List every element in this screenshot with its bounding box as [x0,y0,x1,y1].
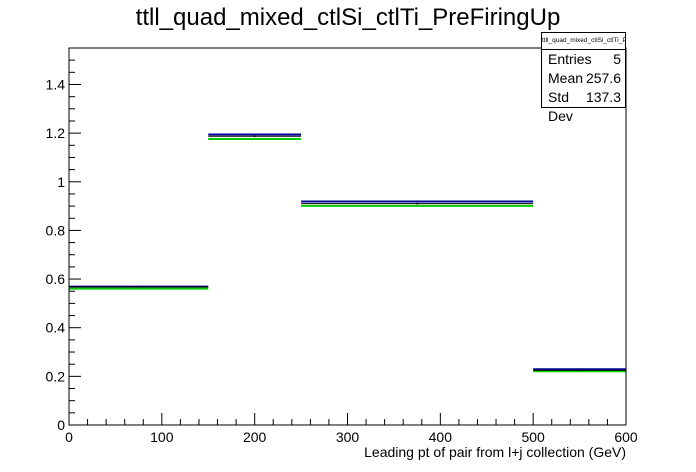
stats-label-mean: Mean [548,70,584,86]
x-tick-label: 300 [336,429,360,445]
y-tick-label: 0.2 [46,368,66,384]
y-tick-label: 0.8 [46,222,66,238]
y-tick-label: 1.4 [46,76,66,92]
y-tick-label: 1.2 [46,125,66,141]
x-tick-label: 400 [429,429,453,445]
x-tick-label: 500 [521,429,545,445]
plot-frame [68,47,627,426]
chart-title: ttll_quad_mixed_ctlSi_ctlTi_PreFiringUp [135,4,561,31]
stats-value-entries: 5 [613,51,621,67]
stats-value-mean: 257.6 [585,70,621,86]
x-tick-label: 0 [65,429,73,445]
stats-histogram-name: ttll_quad_mixed_ctlSi_ctlTi_PreFiringUp [542,33,625,50]
y-tick-label: 0.6 [46,271,66,287]
stats-row-mean: Mean 257.6 [542,69,625,88]
stats-box: ttll_quad_mixed_ctlSi_ctlTi_PreFiringUp … [541,32,626,124]
y-tick-label: 0 [57,417,65,433]
y-tick-label: 0.4 [46,320,66,336]
x-tick-label: 200 [243,429,267,445]
stats-label-entries: Entries [548,51,592,67]
x-tick-label: 600 [614,429,638,445]
x-tick-label: 100 [150,429,174,445]
stats-row-entries: Entries 5 [542,50,625,69]
y-tick-label: 1 [57,174,65,190]
stats-value-stddev: 137.3 [585,89,621,105]
x-axis-label: Leading pt of pair from l+j collection (… [364,444,626,460]
stats-label-stddev: Std Dev [548,89,573,124]
stats-row-stddev: Std Dev 137.3 [542,88,625,126]
